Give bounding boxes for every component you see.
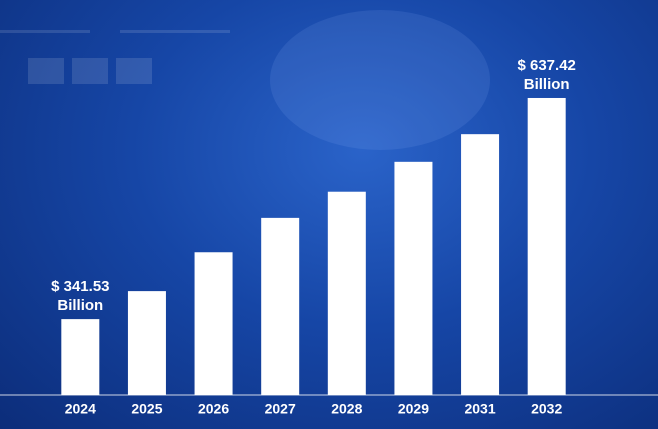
x-tick-label: 2031	[464, 401, 495, 417]
x-tick-label: 2026	[198, 401, 229, 417]
bar	[127, 291, 166, 395]
x-tick-label: 2027	[265, 401, 296, 417]
decor	[0, 10, 490, 150]
value-label: $ 341.53 Billion	[51, 278, 110, 315]
x-tick-label: 2025	[131, 401, 162, 417]
bar	[327, 191, 366, 395]
bar	[461, 134, 500, 395]
x-tick-label: 2029	[398, 401, 429, 417]
bar	[261, 217, 300, 395]
bar	[194, 252, 233, 395]
bar	[394, 161, 433, 395]
value-label: $ 637.42 Billion	[517, 56, 576, 93]
x-tick-label: 2032	[531, 401, 562, 417]
x-tick-label: 2024	[65, 401, 96, 417]
bar	[61, 319, 100, 395]
x-tick-label: 2028	[331, 401, 362, 417]
bar	[527, 97, 566, 396]
